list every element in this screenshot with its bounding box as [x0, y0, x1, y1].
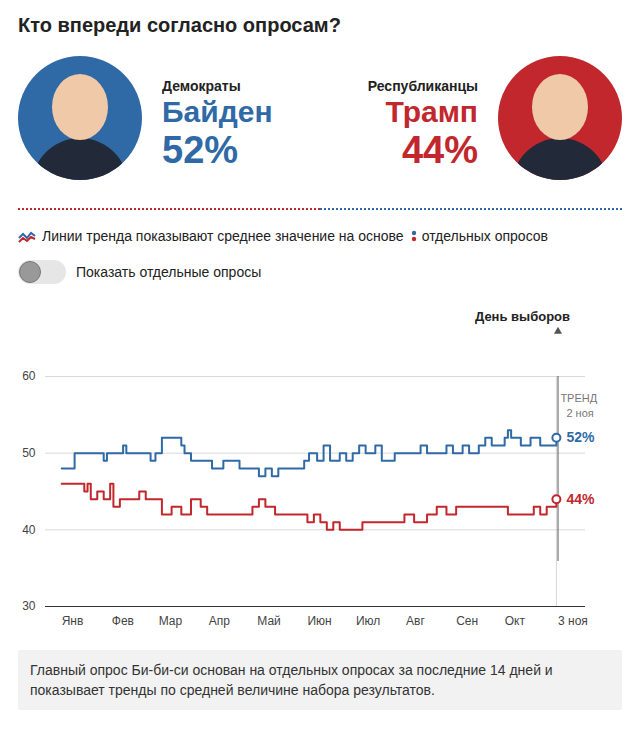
html-text:Байден: Байден	[162, 95, 273, 128]
svg-text:Окт: Окт	[505, 614, 526, 628]
svg-text:Апр: Апр	[209, 614, 231, 628]
svg-text:Июн: Июн	[307, 614, 331, 628]
svg-text:Фев: Фев	[112, 614, 134, 628]
html-text:Главный опрос Би-би-си основан: Главный опрос Би-би-си основан на отдель…	[30, 662, 553, 698]
svg-text:3 ноя: 3 ноя	[558, 614, 588, 628]
html-text:Кто впереди согласно опросам?: Кто впереди согласно опросам?	[18, 14, 341, 36]
svg-text:2 ноя: 2 ноя	[566, 407, 593, 419]
svg-text:30: 30	[22, 599, 36, 613]
svg-text:Янв: Янв	[62, 614, 84, 628]
svg-text:40: 40	[22, 523, 36, 537]
svg-text:50: 50	[22, 446, 36, 460]
html-text:Линии тренда показывают средне: Линии тренда показывают среднее значение…	[42, 228, 404, 244]
html-text:Показать отдельные опросы: Показать отдельные опросы	[76, 264, 262, 280]
html-text:отдельных опросов: отдельных опросов	[421, 228, 548, 244]
svg-text:Сен: Сен	[456, 614, 478, 628]
svg-text:60: 60	[22, 369, 36, 383]
svg-text:ТРЕНД: ТРЕНД	[560, 392, 597, 404]
svg-text:Май: Май	[257, 614, 281, 628]
svg-text:44%: 44%	[566, 491, 595, 507]
svg-text:Авг: Авг	[406, 614, 425, 628]
html-text:Республиканцы: Республиканцы	[367, 78, 478, 94]
html-text:52%: 52%	[162, 129, 239, 171]
svg-text:52%: 52%	[566, 429, 595, 445]
svg-text:Июл: Июл	[356, 614, 380, 628]
svg-text:День выборов: День выборов	[475, 309, 570, 324]
html-text:44%: 44%	[401, 129, 478, 171]
html-text:Трамп: Трамп	[385, 95, 478, 128]
svg-text:Мар: Мар	[159, 614, 183, 628]
html-text:Демократы: Демократы	[162, 78, 241, 94]
